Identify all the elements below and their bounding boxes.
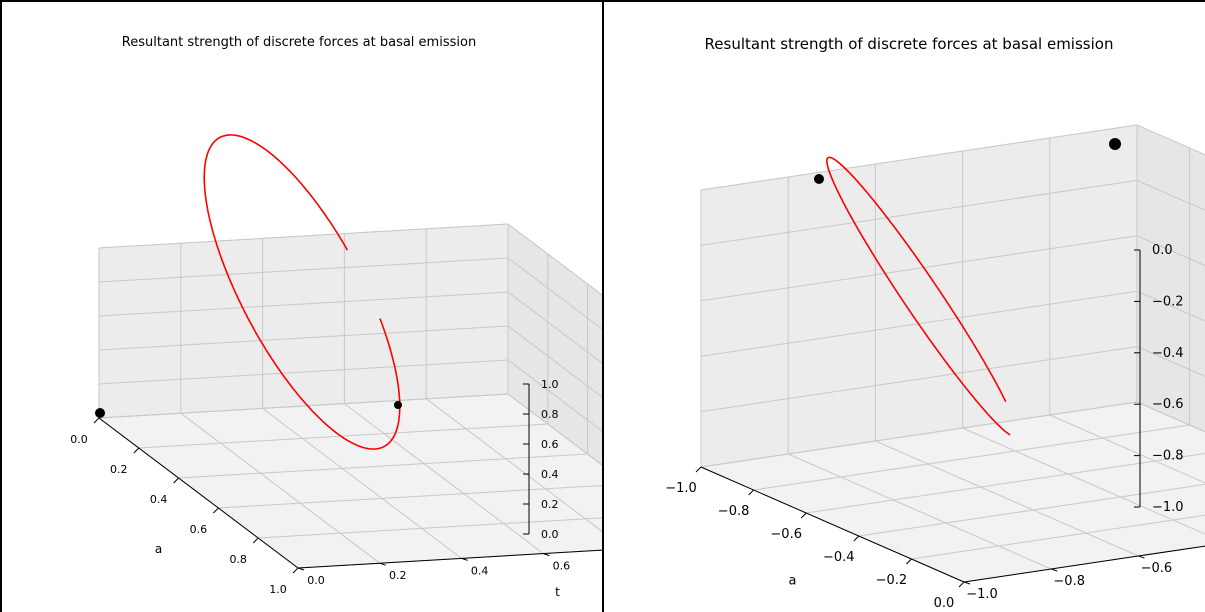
data-point: [95, 408, 105, 418]
z-tick-label: 0.0: [1152, 243, 1173, 258]
z-tick-label: 0.8: [541, 408, 559, 421]
x-tick: [906, 558, 912, 565]
y-tick: [963, 581, 971, 585]
x-tick: [958, 581, 965, 588]
y-tick-label: 0.0: [307, 574, 325, 587]
back-pane-left: [98, 223, 509, 419]
y-tick-label: 0.2: [389, 569, 407, 582]
z-tick-label: 0.6: [541, 438, 559, 451]
x-tick: [173, 477, 179, 484]
y-tick-label: 0.4: [471, 564, 489, 577]
x-tick-label: −0.4: [823, 550, 855, 565]
chart-left-svg: 0.0 0.0 0.0 0.2 0.2 0.2 0.4 0.4 0.4 0.6 0.6 0.6 0.8 0…: [70, 35, 602, 599]
x-tick-label: 1.0: [269, 583, 287, 596]
z-tick-label: −0.6: [1152, 397, 1184, 412]
chart-right-svg: −1.0 −1.0 −1.0 −0.8 −0.8 −0.8 −0.6 −0.6 −0.6 −0.4…: [665, 35, 1205, 611]
chart-title: Resultant strength of discrete forces at…: [122, 35, 476, 50]
z-tick-label: 0.2: [541, 498, 559, 511]
chart-title: Resultant strength of discrete forces at…: [705, 35, 1114, 53]
x-tick: [213, 507, 219, 514]
z-tick-label: −0.8: [1152, 449, 1184, 464]
y-tick: [1138, 555, 1145, 559]
z-tick-label: 1.0: [541, 378, 559, 391]
x-tick: [93, 417, 100, 424]
x-tick-label: 0.8: [229, 553, 247, 566]
x-tick-label: −0.8: [718, 504, 750, 519]
data-point: [394, 401, 402, 409]
x-axis-line: [700, 466, 965, 583]
x-axis-label: a: [155, 542, 162, 556]
x-tick: [133, 447, 140, 454]
data-point: [1109, 138, 1121, 150]
x-tick: [748, 489, 754, 496]
series-line: [826, 156, 1011, 436]
y-tick-label: −1.0: [966, 587, 998, 602]
series-line: [203, 134, 401, 450]
z-tick-label: −1.0: [1152, 500, 1184, 515]
x-tick: [252, 537, 259, 544]
y-tick: [543, 553, 550, 557]
data-point: [814, 174, 824, 184]
x-tick: [800, 512, 807, 519]
y-tick-label: −0.6: [1141, 561, 1173, 576]
y-tick: [1051, 568, 1058, 572]
y-tick: [379, 562, 386, 566]
chart-panel-right: −1.0 −1.0 −1.0 −0.8 −0.8 −0.8 −0.6 −0.6 −0.6 −0.4…: [602, 0, 1205, 612]
y-axis-line: [963, 545, 1205, 583]
x-tick: [695, 466, 702, 473]
z-tick-label: −0.4: [1152, 346, 1184, 361]
x-tick-label: 0.4: [150, 493, 168, 506]
x-tick-label: 0.0: [934, 596, 955, 611]
x-axis-label: a: [789, 574, 797, 589]
y-axis-line: [297, 549, 602, 569]
x-tick-label: 0.0: [70, 433, 88, 446]
y-axis-label: t: [555, 585, 560, 599]
tick-group: 0.0 0.0 0.0 0.2 0.2 0.2 0.4 0.4 0.4 0.6 0.6 0.6 0.8 0…: [70, 378, 571, 596]
x-tick-label: −1.0: [665, 481, 697, 496]
x-tick: [292, 567, 299, 574]
y-tick-label: 0.6: [553, 560, 571, 573]
y-tick: [461, 557, 468, 561]
axis-lines: [700, 250, 1205, 583]
z-tick-label: 0.4: [541, 468, 559, 481]
z-tick-label: 0.0: [541, 528, 559, 541]
floor-pane: [97, 393, 602, 569]
z-tick-label: −0.2: [1152, 294, 1184, 309]
x-tick-label: −0.6: [770, 527, 802, 542]
x-tick-label: 0.2: [110, 463, 128, 476]
x-tick-label: −0.2: [876, 573, 908, 588]
tick-group: −1.0 −1.0 −1.0 −0.8 −0.8 −0.8 −0.6 −0.6 −0.6 −0.4…: [665, 243, 1184, 611]
grid-lines: [98, 223, 602, 569]
axis-lines: [98, 384, 602, 569]
x-tick: [853, 535, 860, 542]
y-tick: [297, 567, 305, 571]
chart-panel-left: 0.0 0.0 0.0 0.2 0.2 0.2 0.4 0.4 0.4 0.6 0.6 0.6 0.8 0…: [0, 0, 602, 612]
y-tick-label: −0.8: [1053, 574, 1085, 589]
x-tick-label: 0.6: [190, 523, 208, 536]
x-axis-line: [98, 417, 299, 569]
